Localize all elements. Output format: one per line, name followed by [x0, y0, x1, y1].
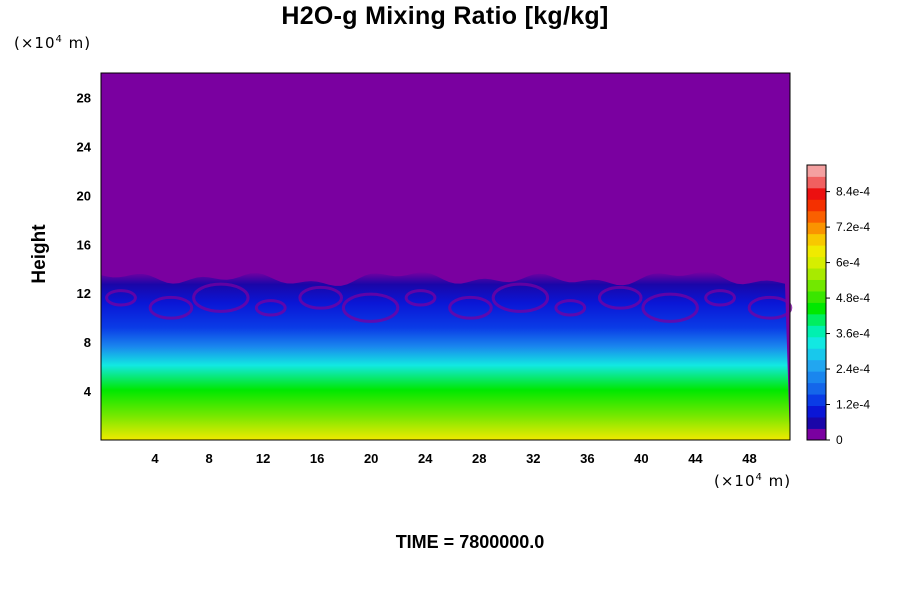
colorbar-segment [807, 382, 826, 395]
colorbar-segment [807, 210, 826, 223]
eddy [105, 289, 137, 307]
x-tick-label: 32 [526, 451, 540, 466]
y-tick-label: 28 [77, 90, 91, 105]
colorbar-segment [807, 348, 826, 361]
x-tick-label: 44 [688, 451, 703, 466]
eddy [298, 285, 343, 310]
eddy [254, 299, 287, 317]
colorbar-segment [807, 313, 826, 326]
chart-title: H2O-g Mixing Ratio [kg/kg] [281, 2, 609, 30]
colorbar-frame [806, 164, 827, 441]
eddy [148, 295, 194, 320]
x-tick-label: 4 [151, 451, 159, 466]
colorbar-tick-label: 8.4e-4 [836, 185, 870, 199]
colorbar-segment [807, 268, 826, 280]
colorbar-tick-label: 1.2e-4 [836, 398, 870, 412]
y-tick-label: 24 [77, 139, 92, 154]
colorbar-segment [807, 199, 826, 212]
y-axis-unit: (×104 m) [14, 34, 92, 52]
colorbar-segment [807, 394, 826, 407]
plot-frame [100, 72, 791, 441]
colorbar-segment [807, 428, 826, 441]
y-tick-label: 16 [77, 237, 91, 252]
colorbar-segment [807, 325, 826, 338]
colorbar-segment [807, 279, 826, 292]
x-tick-label: 24 [418, 451, 433, 466]
colorbar-segment [807, 187, 826, 200]
x-tick-label: 12 [256, 451, 270, 466]
eddy [597, 285, 643, 310]
colorbar-tick-label: 6e-4 [836, 256, 860, 270]
eddy [641, 292, 699, 323]
colorbar-segment [807, 405, 826, 418]
eddy [704, 289, 736, 307]
y-tick-label: 8 [84, 335, 91, 350]
eddy [341, 292, 400, 323]
colorbar-segment [807, 245, 826, 258]
x-axis-unit: (×104 m) [714, 472, 792, 490]
y-tick-label: 12 [77, 286, 91, 301]
colorbar-segment [807, 417, 826, 429]
x-tick-label: 20 [364, 451, 378, 466]
eddy [491, 282, 550, 313]
colorbar-segment [807, 222, 826, 235]
eddy [747, 295, 793, 320]
colorbar-tick-label: 0 [836, 433, 843, 447]
x-tick-label: 40 [634, 451, 648, 466]
eddy [404, 289, 437, 307]
x-tick-label: 48 [742, 451, 756, 466]
colorbar-segment [807, 371, 826, 384]
colorbar-tick-label: 2.4e-4 [836, 362, 870, 376]
colorbar-segment [807, 233, 826, 246]
eddy [448, 295, 493, 320]
y-tick-label: 20 [77, 188, 91, 203]
colorbar-tick-label: 4.8e-4 [836, 291, 870, 305]
colorbar-segment [807, 176, 826, 189]
colorbar-segment [807, 256, 826, 269]
y-tick-label: 4 [84, 384, 92, 399]
colorbar-segment [807, 165, 826, 177]
x-tick-label: 16 [310, 451, 324, 466]
x-tick-label: 36 [580, 451, 594, 466]
colorbar-segment [807, 359, 826, 372]
colorbar-tick-label: 3.6e-4 [836, 327, 870, 341]
colorbar-segment [807, 302, 826, 315]
x-tick-label: 28 [472, 451, 486, 466]
colorbar: 0 1.2e-4 2.4e-4 3.6e-4 4.8e-4 6e-4 7.2e-4 8.4e-… [806, 164, 870, 447]
colorbar-segment [807, 291, 826, 303]
x-axis-ticks: 4 8 12 16 20 24 28 32 36 40 44 48 [151, 451, 756, 466]
colorbar-tick-label: 7.2e-4 [836, 220, 870, 234]
time-label: TIME = 7800000.0 [395, 532, 545, 552]
eddy [192, 282, 250, 313]
plot-area [100, 72, 793, 441]
colorbar-segment [807, 336, 826, 349]
x-tick-label: 8 [205, 451, 212, 466]
eddy [554, 299, 587, 317]
y-axis-ticks: 4 8 12 16 20 24 28 [77, 90, 92, 399]
